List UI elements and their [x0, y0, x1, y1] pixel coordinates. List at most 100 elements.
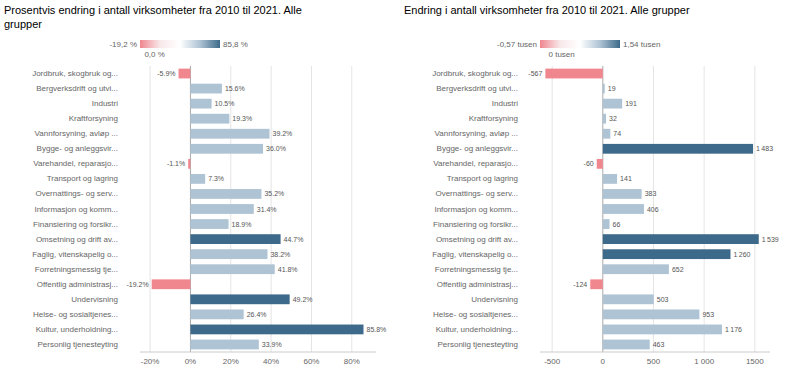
x-tick-label: 20%	[223, 357, 239, 366]
bar	[590, 279, 603, 289]
y-tick-label: Bygge- og anleggsvir...	[37, 144, 118, 153]
grid-line	[351, 66, 352, 352]
data-label: 406	[647, 206, 659, 213]
bar	[190, 234, 280, 244]
data-label: 1 176	[725, 326, 742, 333]
data-label: 7.3%	[208, 175, 224, 182]
data-label: 953	[702, 311, 714, 318]
data-label: -60	[584, 160, 594, 167]
x-tick-label: 500	[647, 357, 661, 366]
data-label: 74	[613, 130, 621, 137]
color-bar	[540, 40, 620, 48]
grid-line	[552, 66, 553, 352]
color-bar-label: 1,54 tusen	[623, 40, 660, 49]
y-tick-label: Vannforsyning, avløp ...	[35, 129, 118, 138]
y-tick-label: Informasjon og komm...	[434, 205, 518, 214]
data-label: 41.8%	[278, 266, 298, 273]
grid-line	[754, 66, 755, 352]
bars	[545, 69, 758, 350]
data-label: 35.2%	[264, 190, 284, 197]
bar	[190, 325, 363, 335]
data-label: 191	[625, 100, 637, 107]
data-label: 1 260	[733, 251, 750, 258]
bar	[603, 234, 759, 244]
title: Endring i antall virksomheter fra 2010 t…	[404, 4, 690, 16]
data-label: 31.4%	[257, 206, 277, 213]
data-label: 503	[657, 296, 669, 303]
y-tick-label: Industri	[492, 99, 518, 108]
data-label: 383	[645, 190, 657, 197]
y-tick-label: Informasjon og komm...	[34, 205, 118, 214]
y-tick-label: Overnattings- og serv...	[35, 189, 118, 198]
x-tick-label: -20%	[141, 357, 160, 366]
panel: Endring i antall virksomheter fra 2010 t…	[404, 4, 779, 366]
data-label: 44.7%	[284, 236, 304, 243]
bar	[603, 340, 650, 350]
data-label: 652	[672, 266, 684, 273]
bar	[603, 84, 605, 94]
y-tick-label: Personlig tjenesteyting	[438, 340, 519, 349]
x-tick-label: 0%	[185, 357, 197, 366]
data-label: 141	[620, 175, 632, 182]
bar	[190, 144, 263, 154]
bar	[603, 309, 700, 319]
color-bar-label: -0,57 tusen	[497, 40, 537, 49]
color-bar	[140, 40, 220, 48]
x-tick-label: 40%	[263, 357, 279, 366]
y-tick-label: Personlig tjenesteyting	[38, 340, 119, 349]
y-tick-label: Bergverksdrift og utvi...	[36, 84, 118, 93]
bar	[603, 114, 606, 124]
y-tick-label: Transport og lagring	[47, 174, 118, 183]
grid-line	[704, 66, 705, 352]
y-tick-label: Overnattings- og serv...	[435, 189, 518, 198]
bar	[545, 69, 602, 79]
data-label: -19.2%	[127, 281, 149, 288]
y-tick-label: Vannforsyning, avløp ...	[435, 129, 518, 138]
x-tick-label: 1 000	[694, 357, 715, 366]
x-tick-label: 1500	[746, 357, 764, 366]
y-tick-label: Faglig, vitenskapelig o...	[432, 250, 518, 259]
y-tick-label: Offentlig administrasj...	[437, 280, 518, 289]
bar	[603, 189, 642, 199]
data-label: 32	[609, 115, 617, 122]
data-label: 38.2%	[270, 251, 290, 258]
y-tick-label: Omsetning og drift av...	[36, 235, 118, 244]
data-label: 85.8%	[366, 326, 386, 333]
bar	[190, 249, 267, 259]
y-tick-label: Varehandel, reparasjo...	[433, 159, 518, 168]
data-label: -567	[528, 70, 542, 77]
y-tick-label: Industri	[92, 99, 118, 108]
data-label: 1 483	[756, 145, 773, 152]
data-label: 36.0%	[266, 145, 286, 152]
title-line: Prosentvis endring i antall virksomheter…	[4, 4, 302, 16]
y-tick-label: Varehandel, reparasjo...	[33, 159, 118, 168]
bar	[190, 264, 274, 274]
y-tick-label: Bygge- og anleggsvir...	[437, 144, 518, 153]
bar	[190, 294, 289, 304]
color-bar-label: 85,8 %	[223, 40, 248, 49]
bar	[190, 204, 253, 214]
bar	[603, 249, 731, 259]
x-tick-label: -500	[544, 357, 561, 366]
y-tick-label: Finansiering og forsikr...	[33, 220, 118, 229]
y-tick-label: Bergverksdrift og utvi...	[436, 84, 518, 93]
y-tick-label: Helse- og sosialtjenes...	[433, 310, 518, 319]
bar	[190, 129, 269, 139]
bar	[190, 84, 221, 94]
panel: Prosentvis endring i antall virksomheter…	[4, 4, 386, 366]
bar	[188, 159, 190, 169]
data-label: 10.5%	[215, 100, 235, 107]
bar	[152, 279, 191, 289]
y-tick-label: Transport og lagring	[447, 174, 518, 183]
x-axis-line	[540, 352, 770, 353]
data-label: -1.1%	[167, 160, 185, 167]
data-label: 26.4%	[247, 311, 267, 318]
bar	[190, 114, 229, 124]
bars	[152, 69, 364, 350]
grid-line	[150, 66, 151, 352]
y-tick-label: Kraftforsyning	[469, 114, 518, 123]
bar	[603, 174, 617, 184]
data-label: 39.2%	[272, 130, 292, 137]
data-label: 33.9%	[262, 341, 282, 348]
bar	[190, 189, 261, 199]
